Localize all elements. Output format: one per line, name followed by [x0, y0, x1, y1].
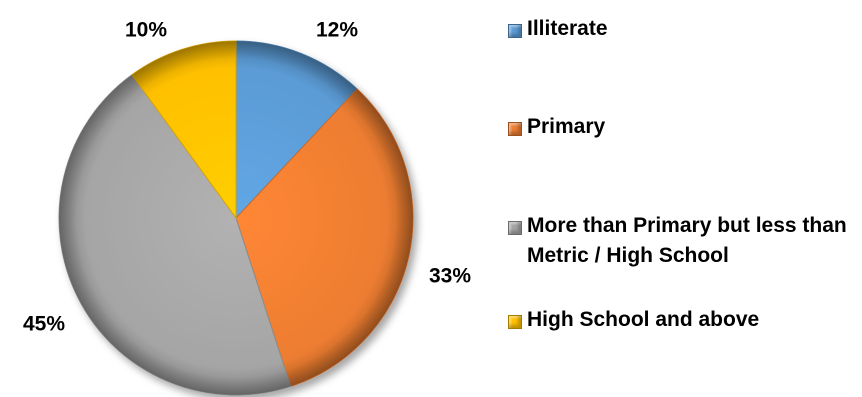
pie-bevel	[59, 41, 413, 395]
legend-label-illiterate: Illiterate	[527, 17, 608, 40]
data-label-high-school: 10%	[125, 19, 167, 42]
data-label-primary: 33%	[429, 265, 471, 288]
pie-rim	[59, 41, 413, 395]
data-label-illiterate: 12%	[316, 19, 358, 42]
legend-item-primary: Primary	[508, 115, 852, 142]
legend-marker-illiterate	[508, 24, 522, 38]
legend-label-more-than-primary: More than Primary but less than Metric /…	[527, 214, 847, 267]
legend-label-high-school: High School and above	[527, 308, 760, 331]
legend-label-primary: Primary	[527, 115, 606, 138]
legend: Illiterate Primary More than Primary but…	[508, 0, 858, 397]
pie-labels: 12% 33% 45% 10%	[23, 19, 471, 336]
legend-item-illiterate: Illiterate	[508, 17, 852, 44]
legend-marker-more-than-primary	[508, 221, 522, 235]
legend-marker-primary	[508, 122, 522, 136]
data-label-more-than-primary: 45%	[23, 313, 65, 336]
legend-item-high-school: High School and above	[508, 308, 852, 335]
legend-item-more-than-primary: More than Primary but less than Metric /…	[508, 214, 852, 271]
legend-marker-high-school	[508, 315, 522, 329]
